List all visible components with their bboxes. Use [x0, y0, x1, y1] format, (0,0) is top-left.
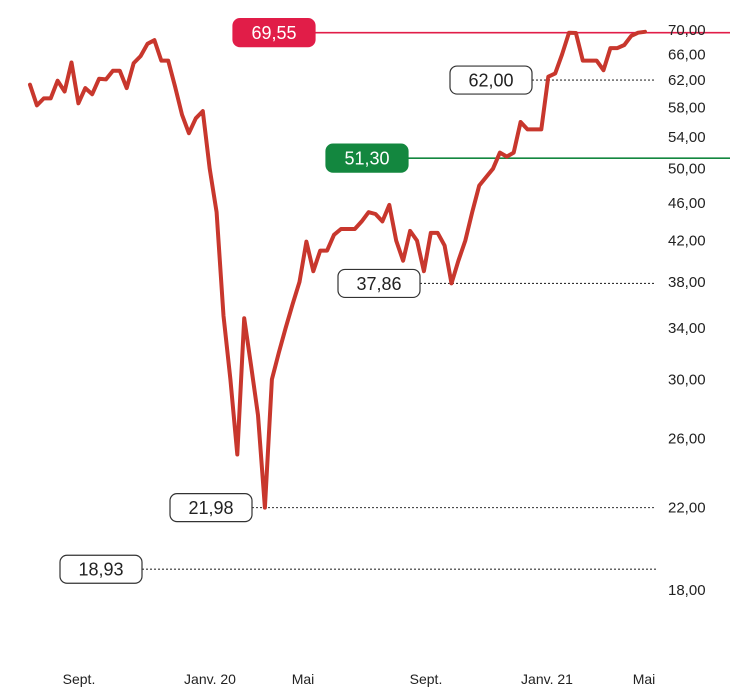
annotation-box: [325, 143, 409, 173]
y-tick-label: 34,00: [668, 320, 706, 337]
y-tick-label: 42,00: [668, 233, 706, 250]
x-tick-label: Sept.: [410, 671, 443, 687]
x-tick-label: Mai: [633, 671, 656, 687]
x-tick-label: Sept.: [63, 671, 96, 687]
annotation-value-label: 37,86: [356, 274, 401, 294]
y-tick-label: 46,00: [668, 195, 706, 212]
annotation-box: [59, 554, 143, 584]
annotation-box: [232, 18, 316, 48]
y-tick-label: 54,00: [668, 129, 706, 146]
annotation-value-label: 21,98: [188, 498, 233, 518]
x-tick-label: Janv. 21: [521, 671, 573, 687]
annotation-value-label: 51,30: [344, 149, 389, 169]
x-tick-label: Mai: [292, 671, 315, 687]
price-series-line: [28, 29, 647, 510]
annotation-box: [449, 65, 533, 95]
annotation-value-label: 62,00: [468, 71, 513, 91]
annotation-value-label: 69,55: [251, 23, 296, 43]
x-axis: Sept. Janv. 20 Mai Sept. Janv. 21 Mai: [63, 671, 656, 687]
series-layer: [28, 29, 647, 510]
y-axis: 70,00 66,00 62,00 58,00 54,00 50,00 46,00 42,00…: [668, 22, 706, 599]
y-tick-label: 30,00: [668, 371, 706, 388]
annotation-box: [169, 493, 253, 523]
annotation-boxes: 69,55 62,00 51,30 37,86 21,98 18,93: [59, 18, 533, 584]
annotation-value-label: 18,93: [78, 560, 123, 580]
y-tick-label: 66,00: [668, 46, 706, 63]
annotation-lines: [142, 31, 730, 570]
x-tick-label: Janv. 20: [184, 671, 236, 687]
annotation-box: [337, 268, 421, 299]
y-tick-label: 38,00: [668, 274, 706, 291]
y-tick-label: 70,00: [668, 22, 706, 39]
y-tick-label: 22,00: [668, 499, 706, 516]
y-tick-label: 26,00: [668, 430, 706, 447]
y-tick-label: 50,00: [668, 161, 706, 178]
y-tick-label: 58,00: [668, 100, 706, 117]
y-tick-label: 62,00: [668, 72, 706, 89]
y-tick-label: 18,00: [668, 582, 706, 599]
